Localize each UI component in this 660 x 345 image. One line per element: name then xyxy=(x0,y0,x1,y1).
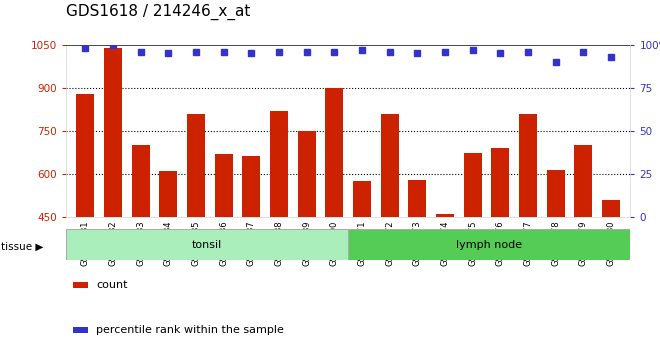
Bar xyxy=(381,114,399,217)
Bar xyxy=(132,146,150,217)
Bar xyxy=(298,131,315,217)
Bar xyxy=(546,170,564,217)
Bar xyxy=(463,152,482,217)
Bar xyxy=(104,48,122,217)
Bar xyxy=(574,146,592,217)
Bar xyxy=(325,88,343,217)
Bar xyxy=(519,114,537,217)
Bar xyxy=(270,111,288,217)
Bar xyxy=(214,154,233,217)
Bar xyxy=(159,171,178,217)
Bar xyxy=(491,148,510,217)
Bar xyxy=(353,181,371,217)
Text: percentile rank within the sample: percentile rank within the sample xyxy=(96,325,284,335)
Bar xyxy=(348,229,630,260)
Bar xyxy=(242,156,260,217)
Bar xyxy=(602,200,620,217)
Text: tonsil: tonsil xyxy=(192,240,222,250)
Bar xyxy=(77,94,94,217)
Text: count: count xyxy=(96,280,127,290)
Text: GDS1618 / 214246_x_at: GDS1618 / 214246_x_at xyxy=(66,3,250,20)
Text: lymph node: lymph node xyxy=(456,240,522,250)
Bar xyxy=(436,215,454,217)
Text: tissue ▶: tissue ▶ xyxy=(1,242,44,252)
Bar xyxy=(187,114,205,217)
Bar xyxy=(66,229,348,260)
Bar xyxy=(409,180,426,217)
